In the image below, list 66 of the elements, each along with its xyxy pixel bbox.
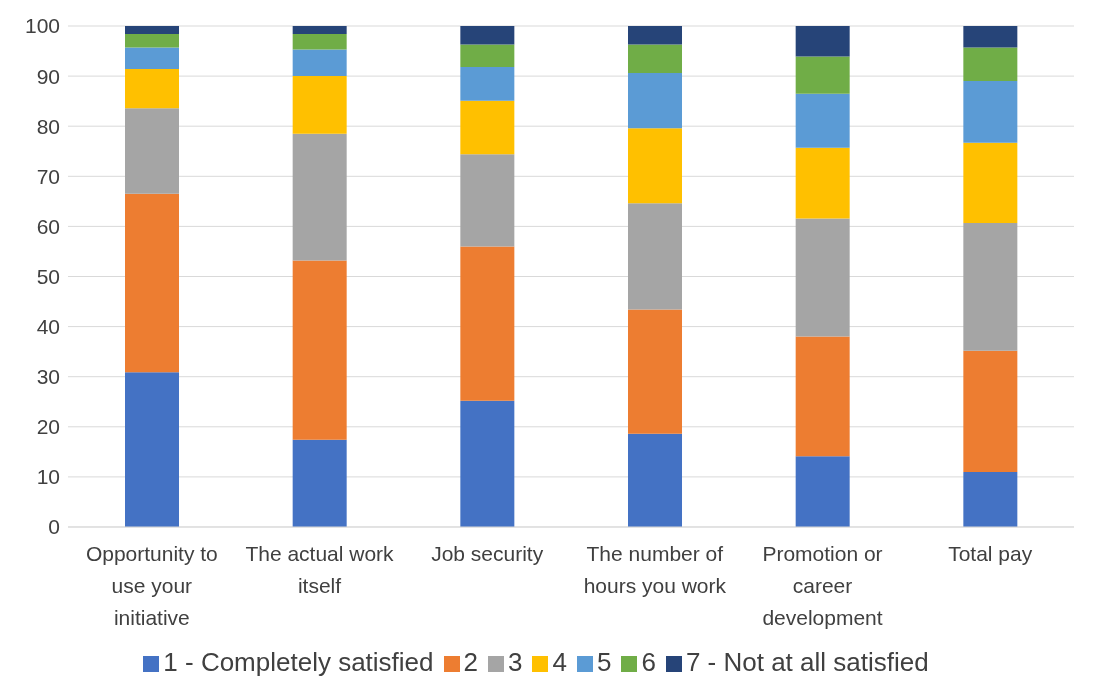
legend-label: 2	[463, 647, 479, 677]
y-tick-label: 80	[36, 114, 60, 138]
bar	[963, 350, 1018, 472]
y-tick-label: 100	[24, 14, 60, 38]
bar	[460, 44, 515, 68]
bar	[460, 246, 515, 401]
y-tick-label: 40	[36, 315, 60, 339]
bar	[125, 69, 180, 109]
bar	[963, 471, 1018, 527]
bar	[963, 81, 1018, 143]
bar	[963, 47, 1018, 82]
bar	[460, 26, 515, 45]
y-tick-label: 50	[36, 264, 60, 288]
x-tick-label: Promotion or career development	[762, 542, 883, 629]
x-tick-label: Job security	[431, 542, 544, 565]
legend-label: 4	[552, 647, 567, 677]
legend-label: 1 - Completely satisfied	[163, 647, 434, 677]
bar	[628, 309, 683, 434]
legend-label: 3	[508, 647, 523, 677]
bar	[292, 260, 347, 440]
legend-label: 7 - Not at all satisfied	[685, 647, 929, 677]
bar	[292, 439, 347, 527]
y-tick-label: 10	[36, 465, 60, 489]
x-tick-label: Opportunity to use your initiative	[85, 542, 218, 629]
bar	[963, 26, 1018, 48]
bar	[628, 26, 683, 45]
bar	[795, 147, 850, 219]
bar	[795, 218, 850, 337]
x-tick-label: Total pay	[948, 542, 1033, 565]
y-tick-label: 90	[36, 64, 60, 88]
legend-label: 6	[641, 647, 656, 677]
y-tick-label: 30	[36, 365, 60, 389]
bar	[795, 336, 850, 457]
bar	[125, 108, 180, 194]
bar	[292, 26, 347, 35]
bar	[460, 154, 515, 247]
bar	[795, 26, 850, 57]
bar	[628, 73, 683, 129]
bar	[628, 44, 683, 74]
bar	[795, 456, 850, 527]
bar	[460, 100, 515, 155]
bar	[963, 222, 1018, 351]
x-tick-label: The number of hours you work	[583, 542, 727, 597]
y-tick-label: 20	[36, 415, 60, 439]
bar	[292, 34, 347, 50]
bar	[292, 133, 347, 261]
bar	[460, 67, 515, 101]
bar	[628, 203, 683, 310]
bar	[292, 76, 347, 134]
y-tick-label: 60	[36, 214, 60, 238]
y-tick-label: 70	[36, 164, 60, 188]
bar	[125, 193, 180, 373]
bar	[795, 93, 850, 148]
bar	[460, 400, 515, 527]
bar	[125, 372, 180, 527]
bar	[628, 433, 683, 527]
bar	[963, 142, 1018, 223]
bar	[628, 128, 683, 204]
bar	[292, 49, 347, 77]
x-tick-label: The actual work itself	[245, 542, 395, 597]
bar	[125, 47, 180, 70]
bar	[125, 34, 180, 48]
bar	[125, 26, 180, 35]
bar	[795, 56, 850, 94]
y-tick-label: 0	[48, 515, 60, 539]
legend-label: 5	[596, 647, 612, 677]
